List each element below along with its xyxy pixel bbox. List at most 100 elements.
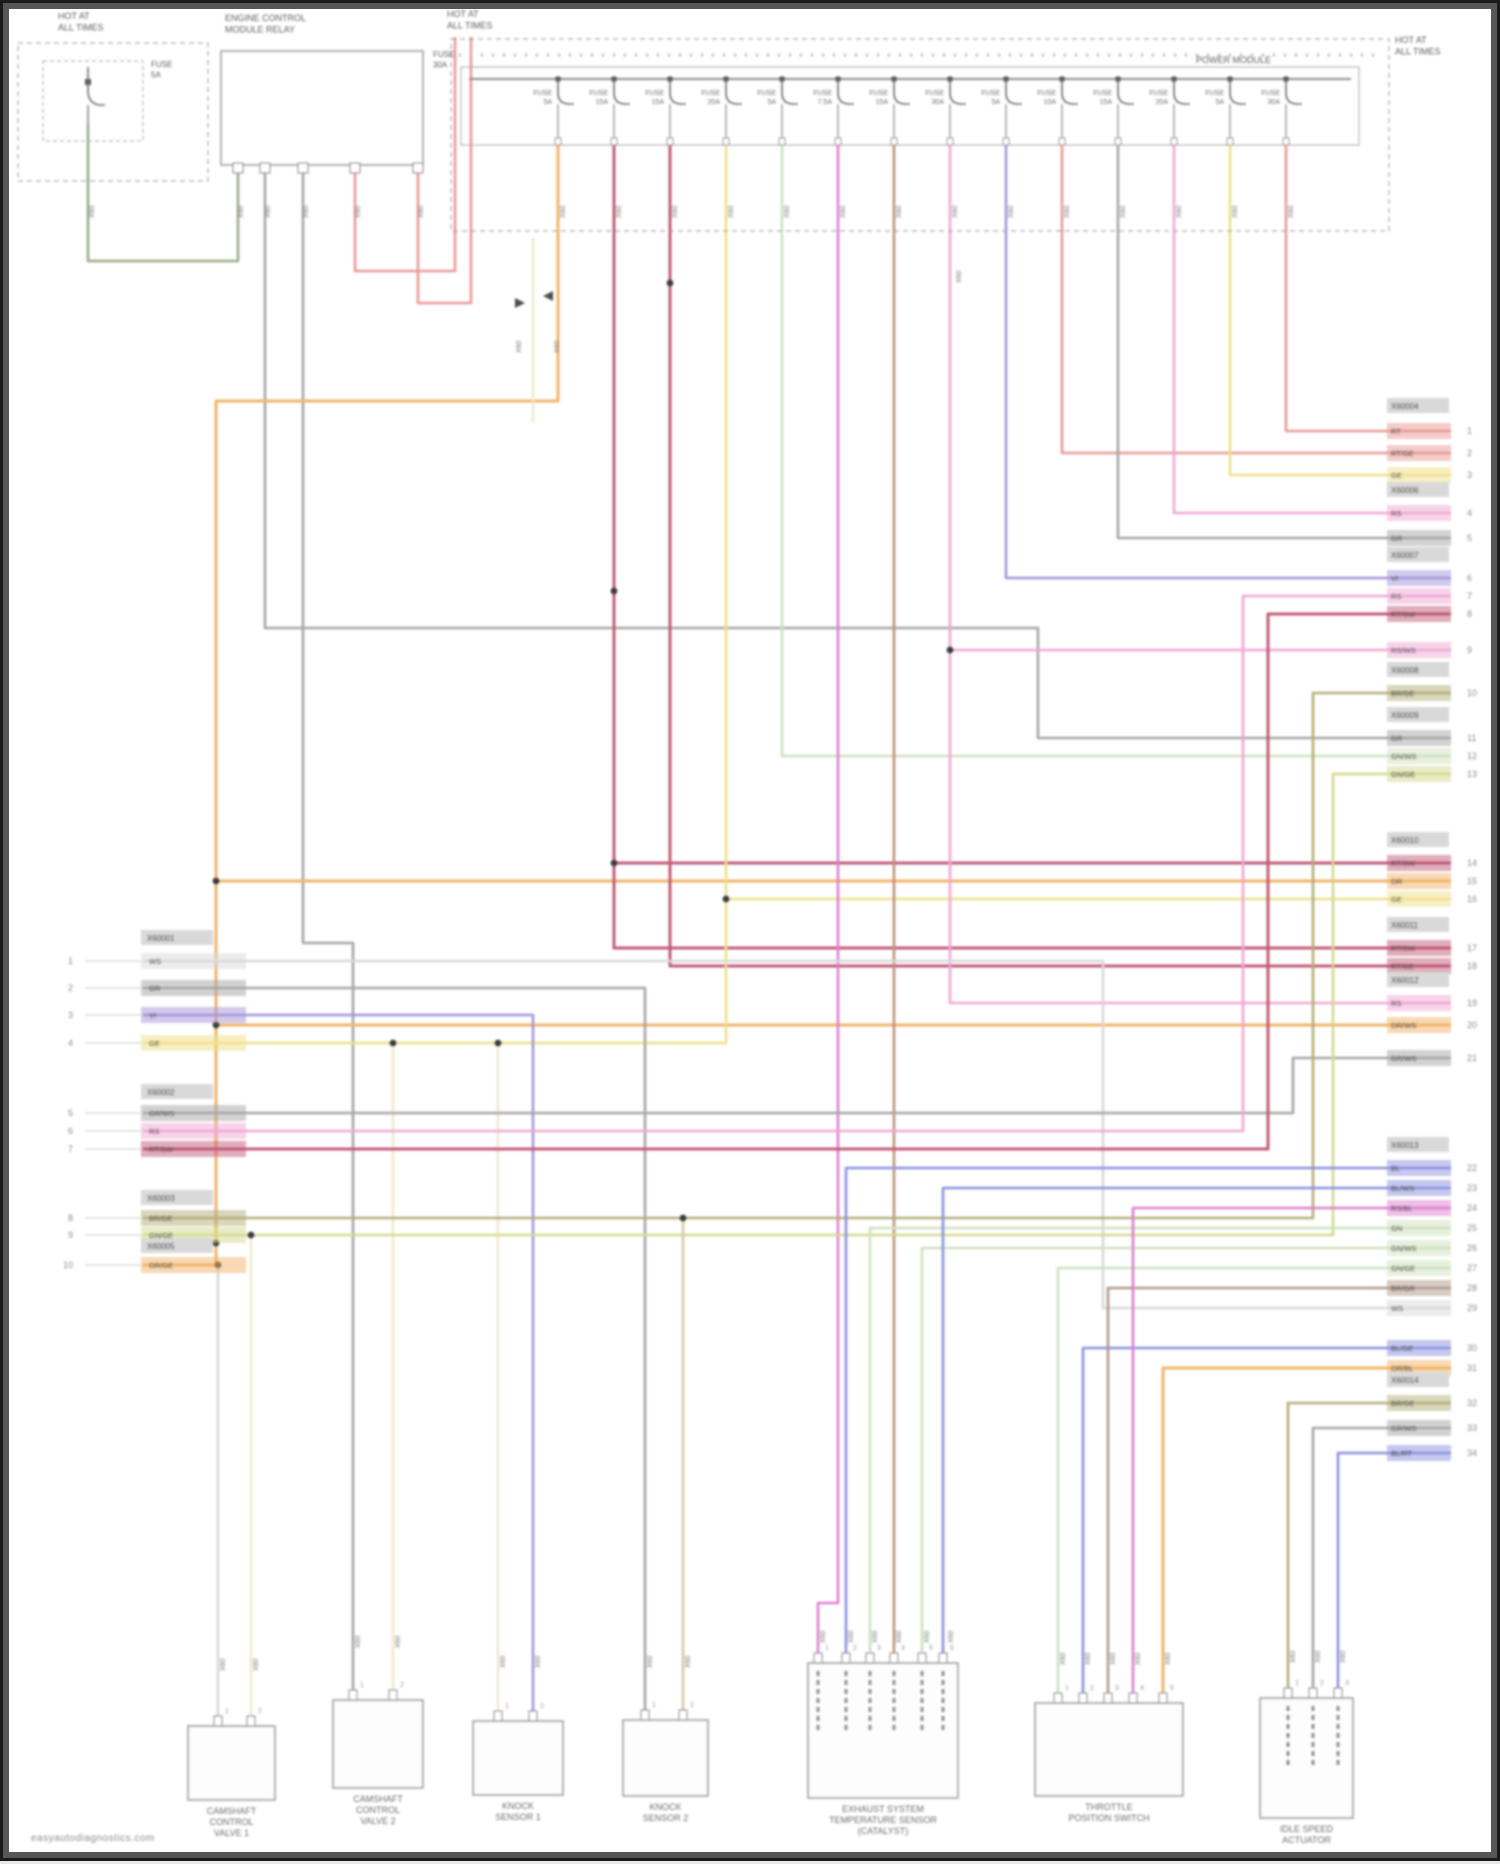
wire-label [141, 1035, 246, 1051]
wire-label [1387, 1445, 1451, 1461]
component-pin-number: 2 [690, 1702, 694, 1709]
fuse-pin [1058, 137, 1066, 146]
fuse-label: FUSE [1149, 90, 1168, 97]
fuse-amp-label: 5A [151, 71, 161, 80]
fuse-label: FUSE [1261, 90, 1280, 97]
pin-number: 7 [1467, 591, 1472, 601]
component-label: IDLE SPEED [1280, 1824, 1334, 1834]
fuse-amp: 15A [596, 99, 609, 106]
wire [844, 1166, 1451, 1653]
wire-code: GE [1391, 895, 1402, 904]
fuse-amp: 20A [708, 99, 721, 106]
wire-label [1387, 748, 1451, 764]
watermark: easyautodiagnostics.com [31, 1833, 155, 1844]
wire-label [141, 980, 246, 996]
fuse-pin [946, 137, 954, 146]
fuse-icon [781, 79, 798, 105]
component-label: (CATALYST) [858, 1826, 909, 1836]
component-pin-number: 3 [1345, 1680, 1349, 1687]
connector-ref: X60 [820, 1630, 827, 1643]
connector-ref: X60 [1288, 205, 1295, 218]
wire-label [1387, 958, 1451, 974]
component-pin-number: 2 [853, 1645, 857, 1652]
connector-ref: X60 [500, 1655, 507, 1668]
wire-code: OR/WS [1391, 1021, 1416, 1030]
component-label: VALVE 2 [360, 1816, 395, 1826]
hot-label: ALL TIMES [1395, 47, 1441, 57]
wire-code: GR/WS [1391, 1424, 1416, 1433]
wire-label [141, 953, 246, 969]
component-label: ACTUATOR [1282, 1835, 1331, 1845]
connector-ref: X60 [355, 205, 362, 218]
fuse-amp: 7.5A [818, 99, 833, 106]
pin-number: 8 [68, 1213, 73, 1223]
power-box-title: POWER MODULE [1196, 55, 1271, 65]
pin-number: 12 [1467, 751, 1477, 761]
component-pin-number: 2 [258, 1708, 262, 1715]
fuse-icon [725, 79, 742, 105]
component-pin [1308, 1687, 1318, 1699]
wire-code: RT/SW [1391, 610, 1416, 619]
component-pin-number: 6 [950, 1645, 954, 1652]
relay-title: MODULE RELAY [225, 25, 295, 35]
wire-label [1387, 423, 1451, 439]
pin-number: 4 [1467, 508, 1472, 518]
pin-number: 3 [1467, 470, 1472, 480]
wire-code: BL/GE [1391, 1344, 1413, 1353]
component-label: KNOCK [502, 1801, 534, 1811]
connector-ref: X60 [1315, 1650, 1322, 1663]
wire [1336, 1451, 1451, 1688]
component-pin-number: 1 [652, 1702, 656, 1709]
wire-code: VI [1391, 574, 1398, 583]
wire [1284, 145, 1451, 433]
wire-code: RT/GE [1391, 449, 1414, 458]
connector-header [141, 1238, 213, 1253]
pin-number: 5 [68, 1108, 73, 1118]
connector-ref: X60 [535, 1655, 542, 1668]
fuse-pin [554, 137, 562, 146]
wire [143, 959, 1451, 1310]
wire [143, 772, 1451, 1237]
fuse-icon [557, 79, 574, 105]
fuse-pin [1002, 137, 1010, 146]
wire [301, 173, 355, 1690]
fuse-amp: 30A [1268, 99, 1281, 106]
pin-number: 9 [68, 1230, 73, 1240]
wire-label [1387, 1420, 1451, 1436]
component-label: KNOCK [649, 1802, 681, 1812]
wire-code: OR [1391, 877, 1403, 886]
component-pin [917, 1652, 927, 1664]
fuse-amp: 30A [932, 99, 945, 106]
connector-header-label: X60006 [1391, 486, 1419, 495]
fuse-icon [87, 67, 105, 106]
connector-header [1387, 972, 1449, 987]
wire-label [141, 1105, 246, 1121]
pin-number: 21 [1467, 1053, 1477, 1063]
wire-label [1387, 1050, 1451, 1066]
connector-ref: X60 [848, 1630, 855, 1643]
wire-code: RT/SW [149, 1145, 174, 1154]
component-pin-number: 3 [877, 1645, 881, 1652]
wire-label [1387, 873, 1451, 889]
wire-label [1387, 606, 1451, 622]
fuse-label: FUSE [701, 90, 720, 97]
fuse-pin [778, 137, 786, 146]
wire-label [1387, 1340, 1451, 1356]
wire-code: WS [1391, 1304, 1403, 1313]
connector-ref: X60 [616, 205, 623, 218]
junction-dot [946, 646, 954, 654]
wire [612, 145, 1451, 950]
component-pin [388, 1689, 398, 1701]
fuse-label: FUSE [589, 90, 608, 97]
component-label: EXHAUST SYSTEM [842, 1804, 924, 1814]
wire-code: BL [1391, 1164, 1400, 1173]
pin-number: 33 [1467, 1423, 1477, 1433]
junction-dot [722, 895, 730, 903]
fuse-amp: 15A [652, 99, 665, 106]
component-box [332, 1699, 424, 1789]
connector-ref: X60 [1290, 1650, 1297, 1663]
wire-label [1387, 1200, 1451, 1216]
component-box [187, 1725, 276, 1801]
component-box [472, 1720, 564, 1796]
page-border [3, 3, 1497, 1858]
